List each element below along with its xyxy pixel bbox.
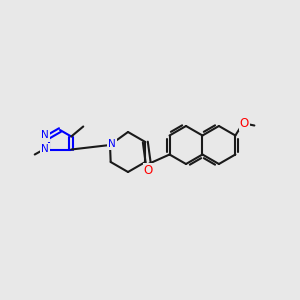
Text: O: O <box>240 117 249 130</box>
Text: N: N <box>108 139 116 149</box>
Text: N: N <box>41 145 49 154</box>
Text: O: O <box>144 164 153 178</box>
Text: N: N <box>41 130 49 140</box>
